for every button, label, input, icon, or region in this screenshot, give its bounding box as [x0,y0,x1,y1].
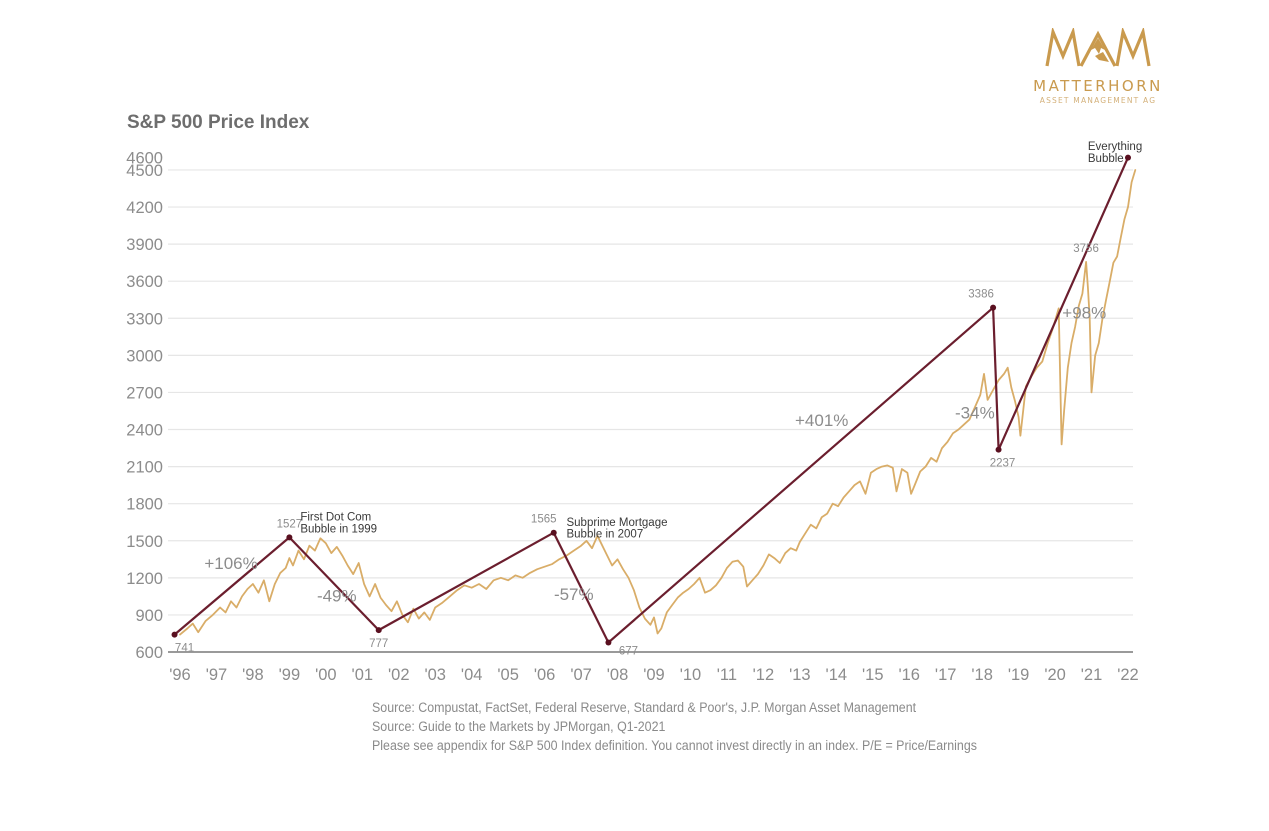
annotations-group: 741 1527 777 1565 677 3386 2237 3756 +106% -49% -5… [175,141,1142,657]
value-label: 741 [175,643,194,655]
y-tick-label: 1200 [126,570,163,588]
event-label: Subprime Mortgage [566,517,667,529]
y-tick-label: 2100 [126,459,163,477]
y-tick-label: 2400 [126,422,163,440]
value-label: 3756 [1073,243,1099,255]
value-label: 1565 [531,514,557,526]
value-label: 2237 [990,458,1016,470]
x-tick-label: '05 [497,666,519,684]
x-tick-label: '10 [680,666,702,684]
pivot-marker [990,304,997,311]
x-tick-label: '21 [1081,666,1103,684]
logo-name: MATTERHORN [1033,77,1163,95]
value-label: 677 [619,645,638,657]
value-label: 777 [369,638,388,650]
y-tick-label: 3600 [126,273,163,291]
x-tick-label: '15 [862,666,884,684]
x-tick-label: '00 [315,666,337,684]
price-line [179,169,1137,636]
logo: MATTERHORN ASSET MANAGEMENT AG [1018,26,1178,105]
y-tick-label: 4600 [126,150,163,168]
event-label: Bubble in 1999 [300,524,377,536]
pivot-marker [375,627,382,634]
gridlines [168,169,1133,616]
y-tick-label: 2700 [126,384,163,402]
y-axis-ticks: 600 900 1200 1500 1800 2100 2400 2700 3000 3300 36… [126,150,163,662]
trend-line [173,156,1130,644]
source-footer: Source: Compustat, FactSet, Federal Rese… [372,698,977,755]
y-tick-label: 3900 [126,236,163,254]
x-tick-label: '98 [242,666,264,684]
x-tick-label: '17 [935,666,957,684]
value-label: 1527 [277,518,303,530]
x-tick-label: '09 [643,666,665,684]
change-label: -57% [554,585,594,604]
pivot-marker [171,631,178,638]
x-tick-label: '03 [424,666,446,684]
change-label: +401% [795,411,848,430]
x-tick-label: '16 [898,666,920,684]
x-tick-label: '13 [789,666,811,684]
x-tick-label: '02 [388,666,410,684]
pivot-marker [605,639,612,646]
x-tick-label: '19 [1008,666,1030,684]
x-tick-label: '96 [169,666,191,684]
x-axis-ticks: '96 '97 '98 '99 '00 '01 '02 '03 '04 '05 '06 '07 '08 '… [169,666,1139,684]
pivot-marker [1125,154,1131,161]
event-label: First Dot Com [300,511,371,523]
x-tick-label: '04 [461,666,483,684]
x-tick-label: '06 [534,666,556,684]
chart-title: S&P 500 Price Index [127,112,310,133]
y-tick-label: 600 [135,644,163,662]
event-label: Everything [1088,141,1142,153]
x-tick-label: '07 [570,666,592,684]
x-tick-label: '11 [717,666,737,684]
mountain-monogram-icon [1045,26,1151,67]
pivot-marker [995,446,1002,453]
y-tick-label: 1800 [126,496,163,514]
x-tick-label: '14 [826,666,848,684]
x-tick-label: '99 [279,666,301,684]
logo-subtitle: ASSET MANAGEMENT AG [1039,96,1157,105]
x-tick-label: '12 [753,666,775,684]
series-group [171,154,1137,646]
y-tick-label: 3000 [126,347,163,365]
y-tick-label: 4200 [126,199,163,217]
x-tick-label: '97 [206,666,228,684]
change-label: +98% [1062,303,1106,322]
event-label: Bubble [1088,153,1124,165]
value-label: 3386 [968,289,994,301]
y-tick-label: 900 [135,607,163,625]
pivot-marker [550,529,557,536]
change-label: -34% [955,403,995,422]
x-tick-label: '20 [1044,666,1066,684]
pivot-marker [286,534,293,541]
footer-line: Source: Guide to the Markets by JPMorgan… [372,719,666,734]
y-tick-label: 1500 [126,533,163,551]
footer-line: Source: Compustat, FactSet, Federal Rese… [372,700,917,715]
x-tick-label: '18 [971,666,993,684]
change-label: -49% [317,586,357,605]
event-label: Bubble in 2007 [566,529,643,541]
x-tick-label: '01 [352,666,374,684]
y-tick-label: 3300 [126,310,163,328]
change-label: +106% [204,554,257,573]
footer-line: Please see appendix for S&P 500 Index de… [372,738,977,753]
x-tick-label: '22 [1117,666,1139,684]
y-tick-label: 4500 [126,162,163,180]
x-tick-label: '08 [607,666,629,684]
